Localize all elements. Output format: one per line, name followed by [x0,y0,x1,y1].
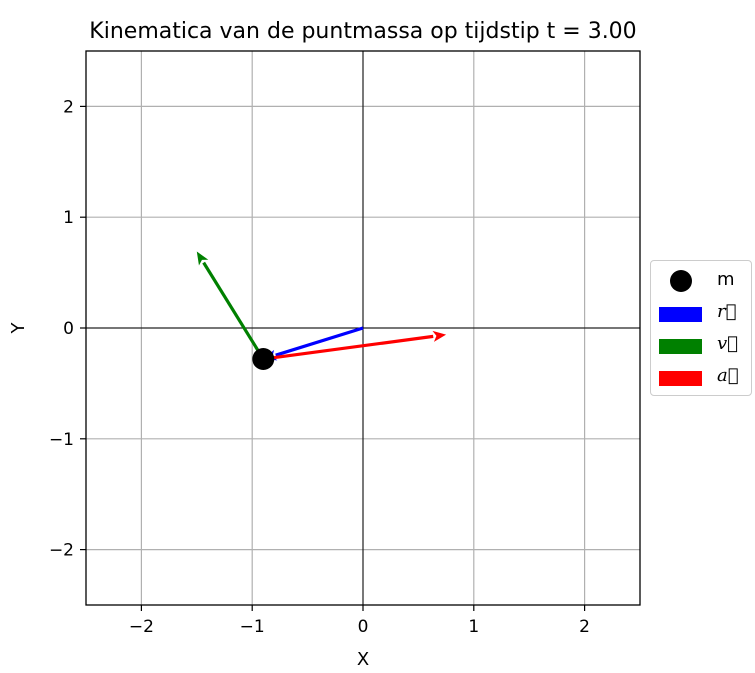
y-tick-label-2: 0 [63,319,74,339]
vector-a-head [432,330,447,342]
legend-entry-m: m [651,263,751,295]
y-tick-label-3: 1 [63,208,74,228]
x-tick-label-0: −2 [129,617,154,637]
legend-swatch-r [659,307,702,322]
vector-v-head [196,251,209,266]
legend-swatch-v [659,339,702,354]
legend-entry-r: r⃗ [651,295,751,327]
y-tick-label-0: −2 [49,541,74,561]
x-tick-label-4: 2 [579,617,590,637]
legend-label-r: r⃗ [717,301,737,322]
vector-r-shaft [275,326,364,357]
y-tick-label-1: −1 [49,430,74,450]
x-tick-label-2: 0 [358,617,369,637]
plot-frame [85,50,641,606]
legend-entry-v: v⃗ [651,327,751,359]
chart-title: Kinematica van de puntmassa op tijdstip … [89,19,636,44]
x-axis-label: X [357,649,369,670]
vector-a-shaft [263,334,434,361]
legend-label-a: a⃗ [717,365,739,386]
y-axis-label: Y [8,322,29,335]
plot-area: −2 −1 0 1 2 −2 −1 0 1 2 [49,50,641,637]
legend-marker-m [670,270,692,292]
vector-v-shaft [202,261,265,360]
y-tick-label-4: 2 [63,97,74,117]
legend-entry-a: a⃗ [651,359,751,391]
legend-label-m: m [717,269,735,290]
legend-label-v: v⃗ [717,333,738,354]
legend: m r⃗ v⃗ a⃗ [650,260,752,396]
point-mass-marker [252,348,275,371]
x-tick-label-3: 1 [468,617,479,637]
legend-swatch-a [659,371,702,386]
x-tick-label-1: −1 [240,617,265,637]
